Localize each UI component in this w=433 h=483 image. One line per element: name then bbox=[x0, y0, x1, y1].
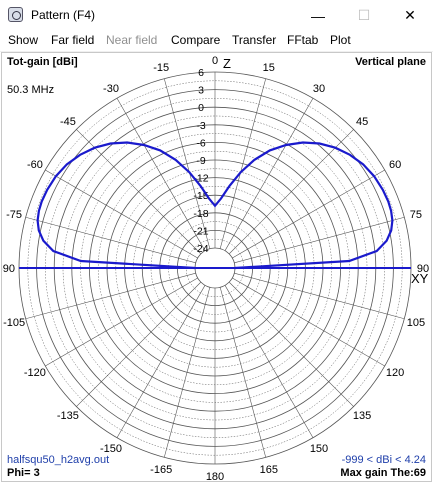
angle-tick-label: -120 bbox=[24, 367, 46, 379]
menu-transfer[interactable]: Transfer bbox=[232, 33, 277, 47]
angle-tick-label: 150 bbox=[310, 443, 328, 455]
grid-spoke bbox=[234, 272, 405, 320]
window-title: Pattern (F4) bbox=[31, 8, 96, 22]
radial-tick-label: -24 bbox=[193, 243, 208, 255]
plane-label: Vertical plane bbox=[355, 56, 426, 68]
grid-spoke bbox=[228, 281, 354, 407]
polar-chart: 0153045607590105120135150165180-165-150-… bbox=[2, 55, 429, 481]
radial-tick-label: 0 bbox=[198, 102, 204, 114]
grid-spoke bbox=[163, 78, 211, 249]
angle-tick-label: -90 bbox=[2, 263, 15, 275]
angle-tick-label: 30 bbox=[313, 83, 325, 95]
angle-tick-label: 60 bbox=[389, 159, 401, 171]
grid-spoke bbox=[224, 98, 314, 251]
grid-spoke bbox=[219, 287, 267, 458]
pattern-plot-area: 0 15 30 45 60 75 90 105 120 135 150 165 180 -165 -150-… bbox=[1, 52, 432, 482]
angle-tick-label: -105 bbox=[3, 317, 25, 329]
angle-tick-label: 135 bbox=[353, 410, 371, 422]
menu-far-field[interactable]: Far field bbox=[51, 33, 95, 47]
angle-tick-label: -75 bbox=[6, 209, 22, 221]
frequency-label: 50.3 MHz bbox=[7, 84, 55, 96]
grid-spoke bbox=[25, 272, 196, 320]
angle-tick-label: -150 bbox=[100, 443, 122, 455]
angle-tick-label: -15 bbox=[153, 62, 169, 74]
app-icon[interactable] bbox=[8, 7, 23, 22]
radial-tick-label: -18 bbox=[193, 208, 208, 220]
xy-axis-label: XY bbox=[411, 271, 429, 286]
grid-spoke bbox=[228, 129, 354, 255]
angle-tick-label: 120 bbox=[386, 367, 404, 379]
pattern-curve bbox=[36, 141, 394, 270]
grid-spoke bbox=[232, 277, 385, 367]
grid-spoke bbox=[45, 277, 198, 367]
max-gain-label: Max gain The:69 bbox=[340, 467, 426, 479]
title-bar: Pattern (F4) — ☐ ✕ bbox=[0, 0, 433, 31]
grid-spoke bbox=[116, 285, 206, 438]
grid-spoke bbox=[25, 216, 196, 264]
angle-tick-label: 90 bbox=[417, 263, 429, 275]
grid-spoke bbox=[116, 98, 206, 251]
angle-tick-label: 75 bbox=[410, 209, 422, 221]
menu-bar: Show Far field Near field Compare Transf… bbox=[0, 31, 433, 52]
angle-tick-label: 45 bbox=[356, 116, 368, 128]
grid-spoke bbox=[76, 129, 202, 255]
close-button[interactable]: ✕ bbox=[404, 7, 416, 23]
radial-tick-label: -6 bbox=[196, 137, 205, 149]
angle-tick-label: -135 bbox=[57, 410, 79, 422]
menu-show[interactable]: Show bbox=[8, 33, 39, 47]
grid-spoke bbox=[234, 216, 405, 264]
angle-tick-label: -165 bbox=[150, 464, 172, 476]
angle-tick-label: -30 bbox=[103, 83, 119, 95]
radial-tick-label: -9 bbox=[196, 155, 205, 167]
grid-spoke bbox=[232, 169, 385, 259]
z-axis-label: Z bbox=[223, 56, 231, 71]
radial-tick-label: 6 bbox=[198, 67, 204, 79]
gain-range-label: -999 < dBi < 4.24 bbox=[341, 454, 426, 466]
minimize-button[interactable]: — bbox=[311, 7, 325, 24]
maximize-button[interactable]: ☐ bbox=[357, 7, 371, 23]
radial-tick-label: 3 bbox=[198, 85, 204, 97]
phi-label: Phi= 3 bbox=[7, 467, 40, 479]
menu-fftab[interactable]: FFtab bbox=[287, 33, 319, 47]
radial-tick-label: -21 bbox=[193, 225, 208, 237]
angle-tick-label: 15 bbox=[263, 62, 275, 74]
angle-tick-label: 180 bbox=[206, 471, 224, 481]
filename-label: halfsqu50_h2avg.out bbox=[7, 454, 110, 466]
menu-near-field[interactable]: Near field bbox=[106, 33, 158, 47]
angle-tick-label: 0 bbox=[212, 55, 218, 67]
angle-tick-label: -45 bbox=[60, 116, 76, 128]
menu-compare[interactable]: Compare bbox=[171, 33, 221, 47]
radial-tick-label: -3 bbox=[196, 120, 205, 132]
angle-tick-label: -60 bbox=[27, 159, 43, 171]
grid-spoke bbox=[76, 281, 202, 407]
grid-spoke bbox=[224, 285, 314, 438]
angle-tick-label: 105 bbox=[407, 317, 425, 329]
grid-spoke bbox=[163, 287, 211, 458]
gain-label: Tot-gain [dBi] bbox=[7, 56, 78, 68]
grid-spoke bbox=[219, 78, 267, 249]
angle-tick-label: 165 bbox=[260, 464, 278, 476]
grid-spoke bbox=[45, 169, 198, 259]
menu-plot[interactable]: Plot bbox=[330, 33, 351, 47]
